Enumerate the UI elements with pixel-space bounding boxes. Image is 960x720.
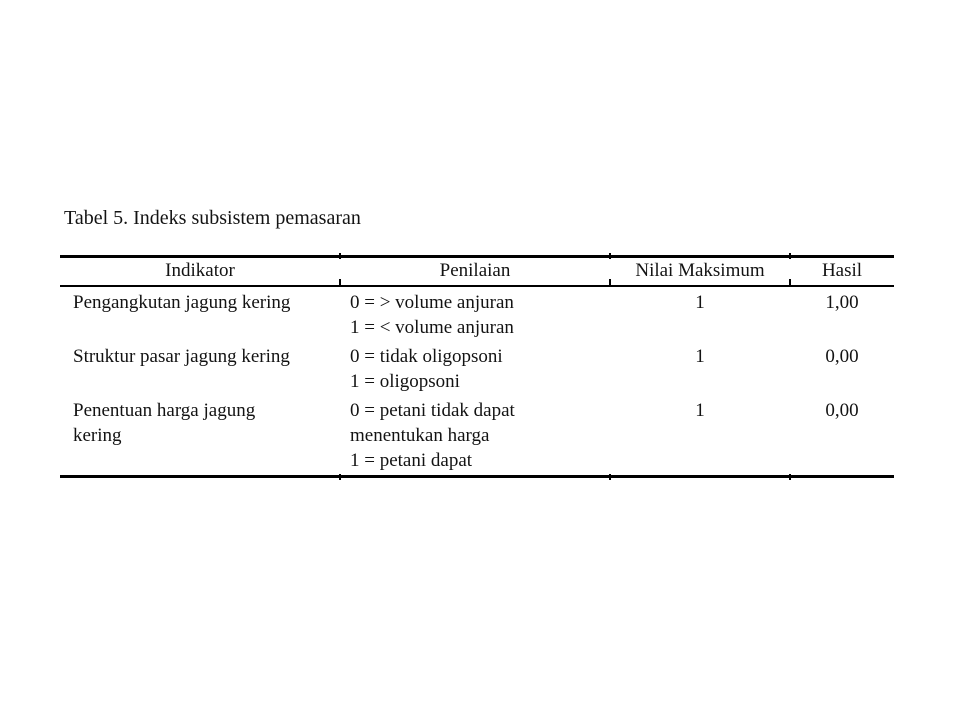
col-header-indikator: Indikator [60, 255, 340, 287]
cell-nilai-maksimum: 1 [695, 400, 705, 421]
penilaian-line: 1 = < volume anjuran [350, 317, 514, 338]
table-header-row: Indikator Penilaian Nilai Maksimum Hasil [60, 255, 894, 287]
cell-hasil: 0,00 [825, 400, 859, 421]
cell-penilaian: 0 = tidak oligopsoni 1 = oligopsoni [340, 341, 610, 395]
indeks-subsistem-pemasaran-table: Indikator Penilaian Nilai Maksimum Hasil… [60, 255, 894, 478]
indikator-line: kering [73, 425, 122, 446]
penilaian-line: 1 = oligopsoni [350, 371, 460, 392]
column-separator-tick [609, 279, 611, 285]
cell-penilaian: 0 = > volume anjuran 1 = < volume anjura… [340, 286, 610, 341]
column-separator-tick [609, 474, 611, 480]
table-row: Struktur pasar jagung kering 0 = tidak o… [60, 341, 894, 395]
col-header-hasil: Hasil [790, 255, 894, 287]
penilaian-line: 1 = petani dapat [350, 450, 473, 471]
column-separator-tick [339, 253, 341, 259]
column-separator-tick [609, 253, 611, 259]
column-separator-tick [789, 474, 791, 480]
column-separator-tick [339, 279, 341, 285]
table-caption: Tabel 5. Indeks subsistem pemasaran [64, 207, 361, 229]
col-header-penilaian: Penilaian [340, 255, 610, 287]
cell-hasil: 1,00 [825, 292, 859, 313]
table-row: Penentuan harga jagung kering 0 = petani… [60, 395, 894, 477]
column-separator-tick [339, 474, 341, 480]
cell-indikator: Pengangkutan jagung kering [60, 286, 340, 341]
indikator-line: Pengangkutan jagung kering [73, 292, 291, 313]
cell-indikator: Struktur pasar jagung kering [60, 341, 340, 395]
column-separator-tick [789, 279, 791, 285]
penilaian-line: 0 = tidak oligopsoni [350, 346, 503, 367]
cell-nilai-maksimum: 1 [695, 346, 705, 367]
cell-hasil: 0,00 [825, 346, 859, 367]
penilaian-line: 0 = > volume anjuran [350, 292, 514, 313]
cell-nilai-maksimum: 1 [695, 292, 705, 313]
indikator-line: Struktur pasar jagung kering [73, 346, 290, 367]
penilaian-line: 0 = petani tidak dapat [350, 400, 515, 421]
penilaian-line: menentukan harga [350, 425, 490, 446]
data-table: Indikator Penilaian Nilai Maksimum Hasil… [60, 253, 894, 480]
indikator-line: Penentuan harga jagung [73, 400, 256, 421]
cell-indikator: Penentuan harga jagung kering [60, 395, 340, 477]
cell-penilaian: 0 = petani tidak dapat menentukan harga … [340, 395, 610, 477]
col-header-nilai-maksimum: Nilai Maksimum [610, 255, 790, 287]
column-separator-tick [789, 253, 791, 259]
table-row: Pengangkutan jagung kering 0 = > volume … [60, 286, 894, 341]
